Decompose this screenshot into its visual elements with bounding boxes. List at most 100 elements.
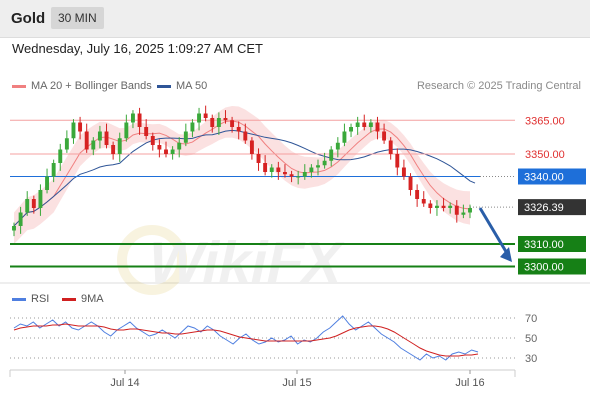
candle-body xyxy=(428,203,433,208)
candle-body xyxy=(454,205,459,215)
rsi-swatch xyxy=(12,297,26,301)
candle-body xyxy=(269,167,274,172)
support-label-box xyxy=(518,236,586,252)
candle-body xyxy=(388,140,393,154)
resistance-label: 3350.00 xyxy=(525,149,565,161)
candle-body xyxy=(64,138,69,150)
legend-ma20: MA 20 + Bollinger Bands xyxy=(12,80,152,92)
candle-body xyxy=(421,199,426,204)
legend-9ma: 9MA xyxy=(62,293,104,305)
candle-body xyxy=(38,190,43,208)
watermark-group: WikiFX xyxy=(117,225,349,295)
candle-body xyxy=(355,122,360,127)
candle-body xyxy=(197,113,201,123)
candle-body xyxy=(190,122,195,132)
candle-body xyxy=(97,131,102,141)
candle-body xyxy=(183,131,188,143)
candle-body xyxy=(230,120,235,127)
candle-body xyxy=(249,140,254,154)
timestamp: Wednesday, July 16, 2025 1:09:27 AM CET xyxy=(12,41,263,56)
candle-body xyxy=(375,122,380,132)
candle-body xyxy=(216,118,221,127)
last-price-label: 3326.39 xyxy=(524,202,564,214)
candle-body xyxy=(117,138,122,154)
candle-body xyxy=(468,208,472,213)
candle-body xyxy=(177,142,182,150)
candle-body xyxy=(137,113,142,127)
x-tick-label: Jul 14 xyxy=(110,377,139,389)
legend-ma20-label: MA 20 + Bollinger Bands xyxy=(31,80,152,92)
x-tick-label: Jul 16 xyxy=(455,377,484,389)
candle-body xyxy=(395,154,400,168)
x-tick-label: Jul 15 xyxy=(282,377,311,389)
candle-body xyxy=(84,131,89,150)
support-label: 3300.00 xyxy=(524,262,564,274)
last-price-box xyxy=(518,199,586,216)
candle-body xyxy=(25,199,30,213)
candle-body xyxy=(342,131,347,143)
rsi-line xyxy=(13,315,479,361)
ma20-line xyxy=(13,120,471,227)
candle-body xyxy=(362,122,367,127)
copyright-text: Research © 2025 Trading Central xyxy=(416,80,581,92)
candle-body xyxy=(243,131,248,141)
candle-body xyxy=(441,205,446,208)
candle-body xyxy=(368,122,373,127)
candle-body xyxy=(210,118,215,127)
candle-body xyxy=(435,205,439,208)
candle-body xyxy=(150,136,155,145)
legend-ma50: MA 50 xyxy=(157,80,207,92)
candle-body xyxy=(382,131,387,141)
watermark-logo xyxy=(117,225,187,295)
candle-body xyxy=(111,145,116,154)
candle-body xyxy=(131,113,135,123)
candle-body xyxy=(448,205,453,208)
support-label: 3310.00 xyxy=(524,239,564,251)
candle-body xyxy=(51,163,56,177)
candle-body xyxy=(58,149,63,163)
candle-body xyxy=(78,122,83,132)
rsi-tick-label: 70 xyxy=(525,313,537,325)
resistance-label: 3365.00 xyxy=(525,115,565,127)
candle-body xyxy=(18,212,23,226)
candle-body xyxy=(256,154,261,163)
candle-body xyxy=(144,127,149,136)
support-label-box xyxy=(518,258,586,275)
candle-body xyxy=(302,172,307,177)
legend-9ma-label: 9MA xyxy=(81,293,104,305)
candle-body xyxy=(408,176,413,190)
candle-body xyxy=(276,167,281,172)
forecast-arrow-head xyxy=(500,247,512,262)
bollinger-band xyxy=(14,106,470,244)
candle-body xyxy=(329,149,334,161)
candle-body xyxy=(316,165,320,168)
candle-body xyxy=(12,226,16,231)
candle-body xyxy=(322,160,327,166)
candle-body xyxy=(170,149,175,154)
legend-ma50-label: MA 50 xyxy=(176,80,208,92)
candle-body xyxy=(71,122,76,139)
pivot-label-box xyxy=(518,168,586,185)
legend-rsi: RSI xyxy=(12,293,49,305)
candle-body xyxy=(223,118,228,121)
candle-body xyxy=(349,127,353,132)
ma9-swatch xyxy=(62,297,76,301)
candle-body xyxy=(309,167,314,172)
chart-header: Gold 30 MIN xyxy=(0,0,590,38)
candle-body xyxy=(104,131,109,145)
timeframe-button[interactable]: 30 MIN xyxy=(51,7,104,29)
forecast-arrow-shaft xyxy=(478,207,510,256)
candle-body xyxy=(283,172,287,175)
candle-body xyxy=(91,140,96,150)
candle-body xyxy=(45,176,49,190)
candle-body xyxy=(164,149,168,154)
candle-body xyxy=(401,167,406,177)
watermark-text: WikiFX xyxy=(142,231,348,295)
ma20-swatch xyxy=(12,84,26,88)
candle-body xyxy=(461,212,466,215)
candle-body xyxy=(415,190,420,199)
rsi-tick-label: 50 xyxy=(525,333,537,345)
pivot-label: 3340.00 xyxy=(524,172,564,184)
candle-body xyxy=(289,174,294,177)
